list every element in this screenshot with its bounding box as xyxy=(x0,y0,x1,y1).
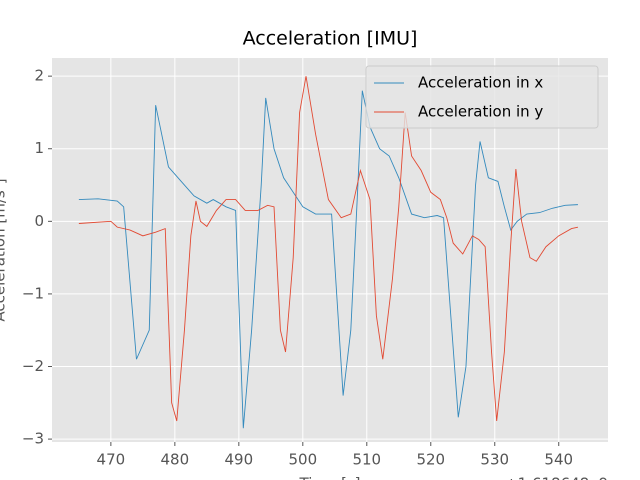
y-tick-label: 1 xyxy=(34,139,44,157)
y-tick-label: 0 xyxy=(34,212,44,230)
x-tick-label: 490 xyxy=(225,451,254,469)
x-tick-label: 530 xyxy=(480,451,509,469)
y-tick-label: −3 xyxy=(22,430,44,448)
legend-box xyxy=(365,65,599,129)
x-tick-label: 500 xyxy=(288,451,317,469)
data-line xyxy=(78,90,578,429)
x-tick-label: 510 xyxy=(352,451,381,469)
y-tick-label: −1 xyxy=(22,284,44,302)
legend-label: Acceleration in y xyxy=(418,103,543,121)
y-axis-label: Acceleration [m/s²] xyxy=(0,178,9,321)
x-tick-label: 540 xyxy=(544,451,573,469)
y-tick-label: 2 xyxy=(34,67,44,85)
legend-label: Acceleration in x xyxy=(418,74,543,92)
x-axis-label: Time [s] xyxy=(299,475,361,480)
y-tick-label: −2 xyxy=(22,357,44,375)
data-line xyxy=(78,76,579,422)
x-tick-label: 520 xyxy=(416,451,445,469)
chart-title: Acceleration [IMU] xyxy=(243,28,418,50)
x-offset-text: +1.618648e9 xyxy=(505,475,608,480)
x-tick-label: 470 xyxy=(97,451,126,469)
x-tick-label: 480 xyxy=(161,451,190,469)
